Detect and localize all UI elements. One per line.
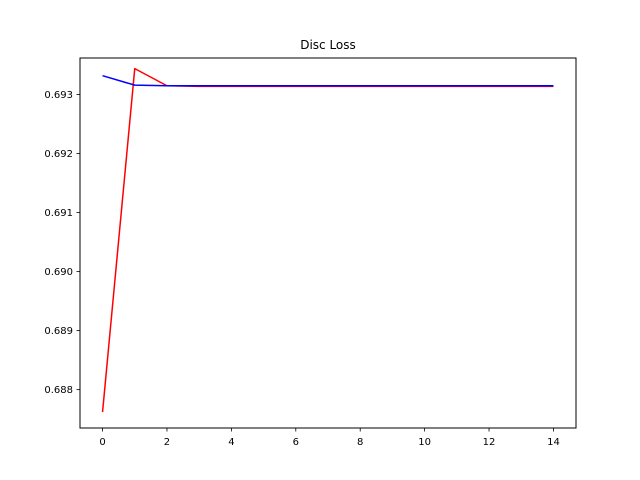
x-tick-label: 12 xyxy=(483,437,496,448)
y-tick-label: 0.691 xyxy=(44,208,73,219)
plot-lines xyxy=(101,67,554,413)
x-tick-label: 6 xyxy=(293,437,299,448)
y-tick-label: 0.693 xyxy=(44,90,73,101)
chart-title: Disc Loss xyxy=(300,38,356,52)
y-tick-label: 0.689 xyxy=(44,326,73,337)
plot-area-frame xyxy=(79,57,577,429)
y-tick-label: 0.688 xyxy=(44,385,73,396)
x-tick-label: 14 xyxy=(547,437,560,448)
x-tick-label: 8 xyxy=(357,437,363,448)
series-line-2 xyxy=(102,74,554,87)
x-tick-label: 2 xyxy=(164,437,170,448)
y-tick-label: 0.692 xyxy=(44,149,73,160)
x-tick-label: 0 xyxy=(99,437,105,448)
x-axis-ticks: 0 2 4 6 8 10 12 14 xyxy=(99,428,560,448)
x-tick-label: 4 xyxy=(228,437,234,448)
x-tick-label: 10 xyxy=(418,437,431,448)
y-tick-label: 0.690 xyxy=(44,267,73,278)
y-axis-ticks: 0.688 0.689 0.690 0.691 0.692 0.693 xyxy=(44,90,80,396)
